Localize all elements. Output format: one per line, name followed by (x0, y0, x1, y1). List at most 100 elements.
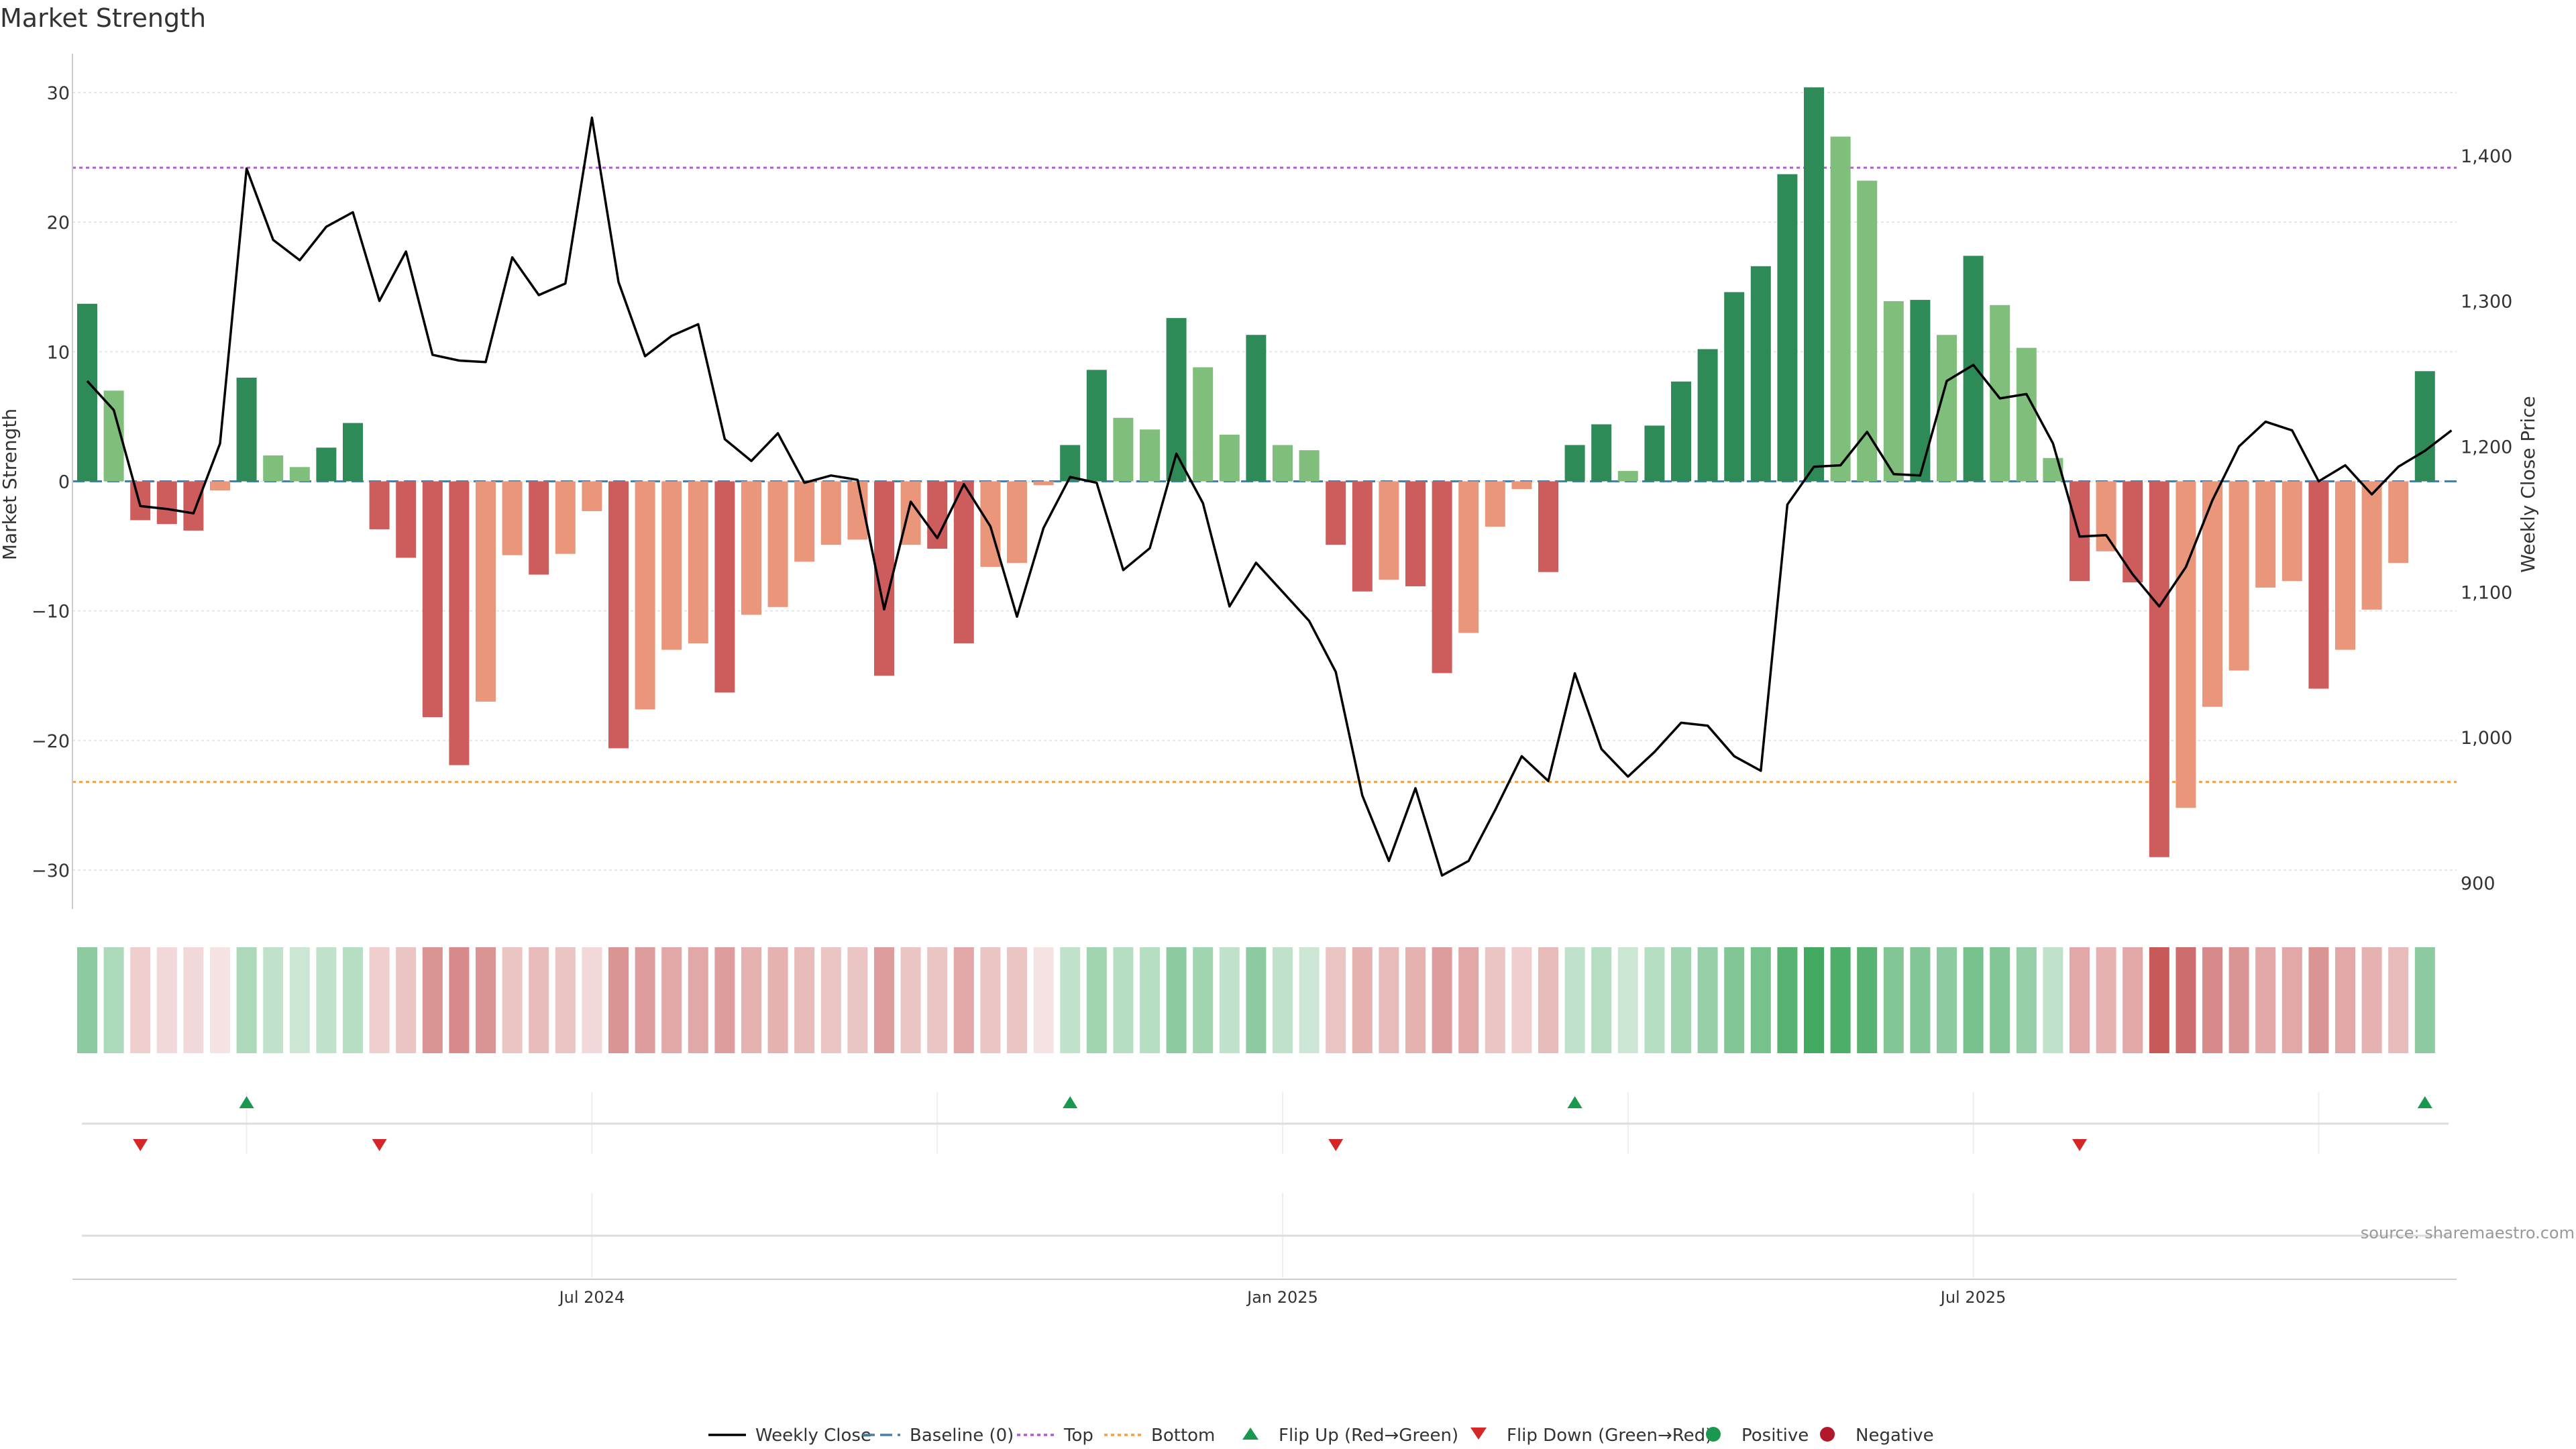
y2-axis-label: Weekly Close Price (2517, 396, 2539, 572)
heat-cell (980, 947, 1001, 1053)
strength-bar (582, 481, 602, 511)
heat-cell (77, 947, 97, 1053)
legend-label: Top (1063, 1426, 1093, 1446)
legend-swatch-flip-down (1470, 1428, 1487, 1440)
source-note: source: sharemaestro.com (2361, 1224, 2575, 1242)
strength-bar (77, 303, 97, 482)
heat-cell (820, 947, 841, 1053)
strength-bar (1777, 174, 1798, 482)
weekly-close-line (86, 116, 2453, 877)
strength-bars (77, 87, 2435, 857)
y2-tick-label: 1,200 (2461, 437, 2512, 458)
strength-bar (1511, 481, 1532, 490)
heat-cell (236, 947, 257, 1053)
heat-cell (1724, 947, 1745, 1053)
strength-bar (1140, 429, 1160, 482)
heat-cell (874, 947, 894, 1053)
legend-swatch-negative (1820, 1427, 1835, 1442)
heat-cell (1697, 947, 1718, 1053)
heat-cell (1671, 947, 1691, 1053)
strength-bar (1352, 481, 1373, 592)
heat-cell (396, 947, 417, 1053)
strength-bar (1033, 481, 1054, 486)
heat-cell (2096, 947, 2116, 1053)
heat-cell (1405, 947, 1426, 1053)
legend-swatch-positive (1706, 1427, 1721, 1442)
heat-cell (2255, 947, 2276, 1053)
strength-bar (1617, 471, 1638, 482)
y2-tick-label: 1,300 (2461, 292, 2512, 313)
heat-cell (502, 947, 523, 1053)
strength-bar (1883, 301, 1904, 482)
strength-bar (502, 481, 523, 555)
x-tick-label: Jan 2025 (1246, 1288, 1318, 1307)
heat-cell (1246, 947, 1267, 1053)
flip-up-marker (2417, 1096, 2432, 1108)
heat-cell (1777, 947, 1798, 1053)
heat-cell (1166, 947, 1187, 1053)
flip-down-marker (1328, 1139, 1344, 1151)
heat-cell (1883, 947, 1904, 1053)
heat-cell (1617, 947, 1638, 1053)
legend-swatch-flip-up (1242, 1428, 1258, 1440)
chart-title: Market Strength (0, 3, 206, 33)
y2-tick-label: 1,000 (2461, 728, 2512, 749)
heat-cell (953, 947, 974, 1053)
strength-bar (2361, 481, 2382, 610)
heat-cell (1060, 947, 1081, 1053)
heat-cell (1485, 947, 1505, 1053)
heat-cell (1538, 947, 1558, 1053)
heat-cell (289, 947, 310, 1053)
heat-cell (2229, 947, 2249, 1053)
legend-label: Baseline (0) (910, 1426, 1014, 1446)
heat-cell (1086, 947, 1107, 1053)
heat-cell (2308, 947, 2329, 1053)
heat-cell (1379, 947, 1399, 1053)
heat-cell (741, 947, 761, 1053)
y-tick-label: 10 (47, 342, 70, 363)
y-tick-label: 30 (47, 83, 70, 104)
strength-bar (608, 481, 629, 749)
strength-bar (1857, 180, 1878, 482)
heat-cell (1857, 947, 1878, 1053)
heat-cell (2414, 947, 2435, 1053)
heat-cell (555, 947, 576, 1053)
strength-bar (767, 481, 788, 607)
strength-bar (1830, 136, 1851, 482)
y2-tick-label: 1,100 (2461, 582, 2512, 603)
heat-cell (1273, 947, 1293, 1053)
strength-bar (2123, 481, 2143, 583)
strength-bar (1246, 335, 1267, 482)
strength-bar (1007, 481, 1027, 564)
heat-cell (449, 947, 470, 1053)
legend-label: Bottom (1151, 1426, 1215, 1446)
heat-cell (2361, 947, 2382, 1053)
strength-bar (1724, 292, 1745, 482)
heat-cell (529, 947, 549, 1053)
heat-cell (1591, 947, 1612, 1053)
heat-cell (1352, 947, 1373, 1053)
strength-bar (1697, 349, 1718, 482)
strength-bar (369, 481, 390, 529)
y-tick-label: −30 (32, 861, 70, 881)
strength-bar (953, 481, 974, 643)
flip-up-marker (1567, 1096, 1582, 1108)
heat-cell (1219, 947, 1240, 1053)
x-axis: Jul 2024 Jan 2025 Jul 2025 (72, 1279, 2457, 1307)
heat-cell (103, 947, 124, 1053)
strength-bar (2308, 481, 2329, 689)
heat-cell (1937, 947, 1957, 1053)
strength-bar (529, 481, 549, 575)
flip-down-marker (372, 1139, 387, 1151)
heat-cell (927, 947, 948, 1053)
strength-bar (2176, 481, 2196, 808)
heat-cell (343, 947, 363, 1053)
strength-bar (1432, 481, 1452, 674)
strength-bar (1990, 305, 2010, 482)
heat-cell (1193, 947, 1214, 1053)
legend-label: Negative (1856, 1426, 1934, 1446)
strength-bar (555, 481, 576, 554)
heat-cell (210, 947, 230, 1053)
strength-bar (2229, 481, 2249, 671)
heat-cell (263, 947, 284, 1053)
